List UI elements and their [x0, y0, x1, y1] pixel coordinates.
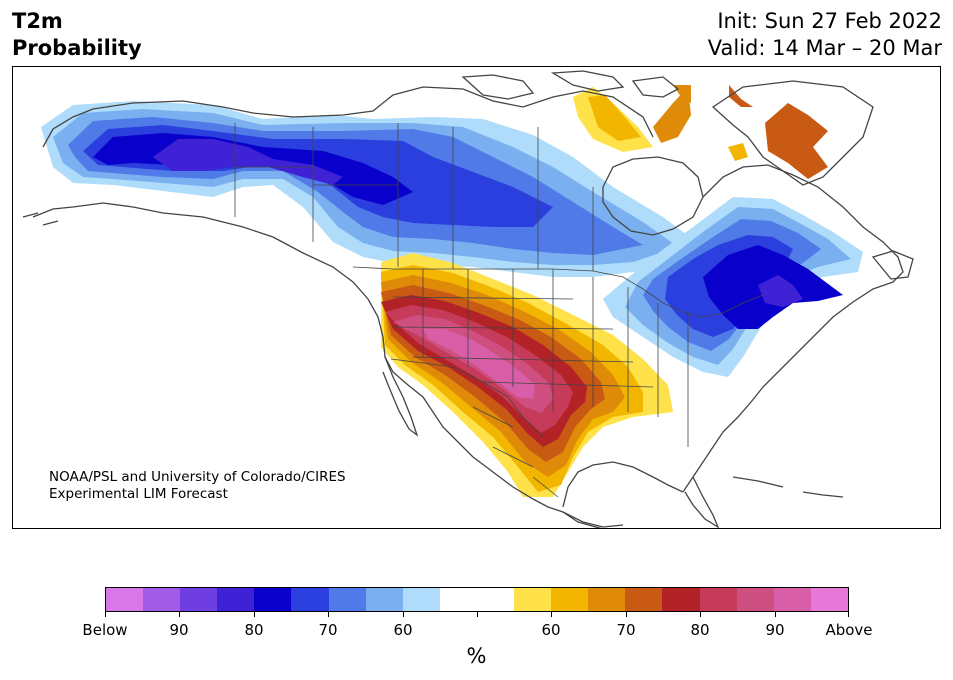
colorbar-tick-6: [551, 612, 552, 617]
title-line-1: T2m: [12, 9, 63, 33]
colorbar-swatch-7: [365, 588, 403, 611]
colorbar-swatch-5: [291, 588, 329, 611]
colorbar-swatch-18: [773, 588, 811, 611]
colorbar-swatch-12: [551, 588, 589, 611]
title-line-2: Probability: [12, 36, 142, 60]
colorbar-tick-4: [403, 612, 404, 617]
colorbar-tick-label-2: 80: [244, 621, 264, 639]
valid-range: Valid: 14 Mar – 20 Mar: [707, 36, 942, 60]
credit-line-2: Experimental LIM Forecast: [49, 486, 228, 502]
map-canvas: [22, 70, 914, 528]
map-frame: NOAA/PSL and University of Colorado/CIRE…: [12, 66, 941, 529]
colorbar-tick-label-7: 70: [616, 621, 636, 639]
init-date: Init: Sun 27 Feb 2022: [717, 9, 942, 33]
colorbar-tick-3: [328, 612, 329, 617]
colorbar-tick-8: [700, 612, 701, 617]
colorbar-tick-1: [179, 612, 180, 617]
colorbar-unit-label: %: [466, 644, 487, 668]
forecast-dates: Init: Sun 27 Feb 2022 Valid: 14 Mar – 20…: [708, 8, 942, 62]
colorbar-tick-0: [105, 612, 106, 617]
colorbar-tick-5: [477, 612, 478, 617]
colorbar-tick-label-10: Above: [825, 621, 873, 639]
colorbar-swatch-15: [662, 588, 700, 611]
colorbar-swatch-0: [106, 588, 144, 611]
colorbar-tick-10: [848, 612, 849, 617]
credit-text: NOAA/PSL and University of Colorado/CIRE…: [49, 469, 346, 503]
colorbar-tick-2: [254, 612, 255, 617]
colorbar-swatch-8: [402, 588, 440, 611]
colorbar-swatch-9: [439, 588, 477, 611]
above-normal-field-southwest: [381, 253, 673, 497]
colorbar-tick-label-3: 70: [318, 621, 338, 639]
colorbar: [105, 587, 849, 612]
colorbar-tick-label-0: Below: [82, 621, 128, 639]
colorbar-swatch-2: [180, 588, 218, 611]
colorbar-swatch-4: [254, 588, 292, 611]
colorbar-swatch-10: [476, 588, 515, 611]
colorbar-swatch-3: [217, 588, 255, 611]
below-normal-field-northeast: [603, 197, 863, 377]
colorbar-tick-label-8: 80: [690, 621, 710, 639]
colorbar-swatch-14: [625, 588, 663, 611]
colorbar-tick-label-4: 60: [393, 621, 413, 639]
colorbar-swatch-1: [143, 588, 181, 611]
colorbar-tick-7: [626, 612, 627, 617]
coastlines: [22, 70, 914, 528]
colorbar-tick-label-6: 60: [541, 621, 561, 639]
below-normal-field-west: [41, 101, 703, 277]
colorbar-swatch-6: [328, 588, 366, 611]
map-title: T2m Probability: [12, 8, 142, 62]
above-normal-field-arctic: [573, 85, 828, 179]
political-borders: [234, 123, 764, 498]
colorbar-swatch-19: [810, 588, 848, 611]
colorbar-ticks: [105, 612, 849, 618]
colorbar-tick-label-9: 90: [765, 621, 785, 639]
colorbar-swatch-16: [699, 588, 737, 611]
credit-line-1: NOAA/PSL and University of Colorado/CIRE…: [49, 469, 346, 485]
colorbar-tick-9: [775, 612, 776, 617]
colorbar-tick-labels: Below 90 80 70 60 60 70 80 90 Above: [82, 621, 872, 641]
colorbar-swatch-17: [736, 588, 774, 611]
colorbar-tick-label-1: 90: [169, 621, 189, 639]
colorbar-swatch-11: [514, 588, 552, 611]
colorbar-swatch-13: [588, 588, 626, 611]
